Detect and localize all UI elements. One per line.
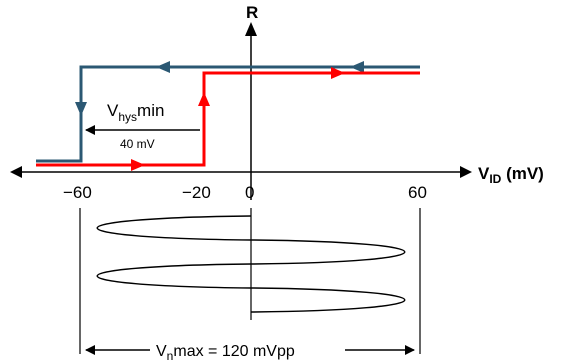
rising-trace-arrow-right-top <box>331 67 345 79</box>
tick-label-neg60: −60 <box>63 183 92 202</box>
noise-label-backdrop <box>152 340 344 360</box>
tick-label-zero: 0 <box>245 183 254 202</box>
x-axis-label: VID (mV) <box>478 164 544 186</box>
rising-trace-arrow-up <box>198 92 210 106</box>
rising-trace <box>36 71 420 167</box>
hysteresis-value: 40 mV <box>120 137 155 151</box>
y-axis-label: R <box>246 3 258 22</box>
tick-label-neg20: −20 <box>182 183 211 202</box>
tick-label-pos60: 60 <box>408 183 427 202</box>
falling-trace-arrow-down <box>75 102 87 116</box>
x-axis-arrow-left <box>10 166 22 178</box>
falling-trace <box>36 65 420 163</box>
rising-trace-arrow-right <box>131 159 145 171</box>
x-axis-arrow-right <box>460 166 472 178</box>
hysteresis-label: Vhysmin <box>107 101 164 124</box>
y-axis-arrow <box>245 22 257 36</box>
falling-trace-arrow-left <box>156 61 170 73</box>
noise-label: Vnmax = 120 mVpp <box>156 343 295 363</box>
noise-sine-wave <box>96 215 406 313</box>
falling-trace-arrow-right <box>350 61 364 73</box>
